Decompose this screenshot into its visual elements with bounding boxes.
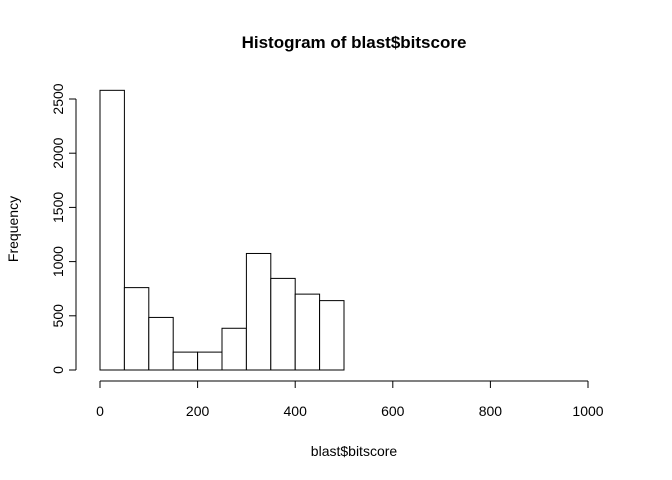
x-tick-label: 600 [381, 403, 405, 419]
x-tick-label: 200 [186, 403, 210, 419]
x-tick-label: 400 [284, 403, 308, 419]
y-tick-label: 0 [50, 366, 66, 374]
y-axis-label: Frequency [5, 196, 21, 262]
histogram-bar [221, 327, 247, 371]
histogram-bar [245, 252, 272, 371]
y-tick-label: 1500 [50, 192, 66, 223]
histogram-bar [123, 287, 150, 371]
chart-title: Histogram of blast$bitscore [242, 33, 467, 52]
y-tick-label: 2000 [50, 137, 66, 168]
y-tick-label: 500 [50, 304, 66, 328]
x-tick-label: 800 [479, 403, 503, 419]
x-axis-label: blast$bitscore [311, 443, 398, 459]
histogram-bar [319, 300, 345, 371]
y-tick-label: 2500 [50, 83, 66, 114]
histogram-bar [148, 316, 174, 371]
histogram-bar [270, 277, 296, 371]
histogram-bar [172, 351, 199, 371]
y-axis: 0 500 1000 1500 2000 2500 [50, 83, 77, 374]
y-tick-label: 1000 [50, 246, 66, 277]
histogram-bar [99, 89, 125, 371]
bars-group [99, 89, 345, 371]
x-tick-label: 1000 [572, 403, 603, 419]
x-tick-label: 0 [96, 403, 104, 419]
x-axis: 0 200 400 600 800 1000 [96, 380, 604, 419]
histogram-bar [294, 293, 321, 371]
histogram-bar [197, 351, 223, 371]
